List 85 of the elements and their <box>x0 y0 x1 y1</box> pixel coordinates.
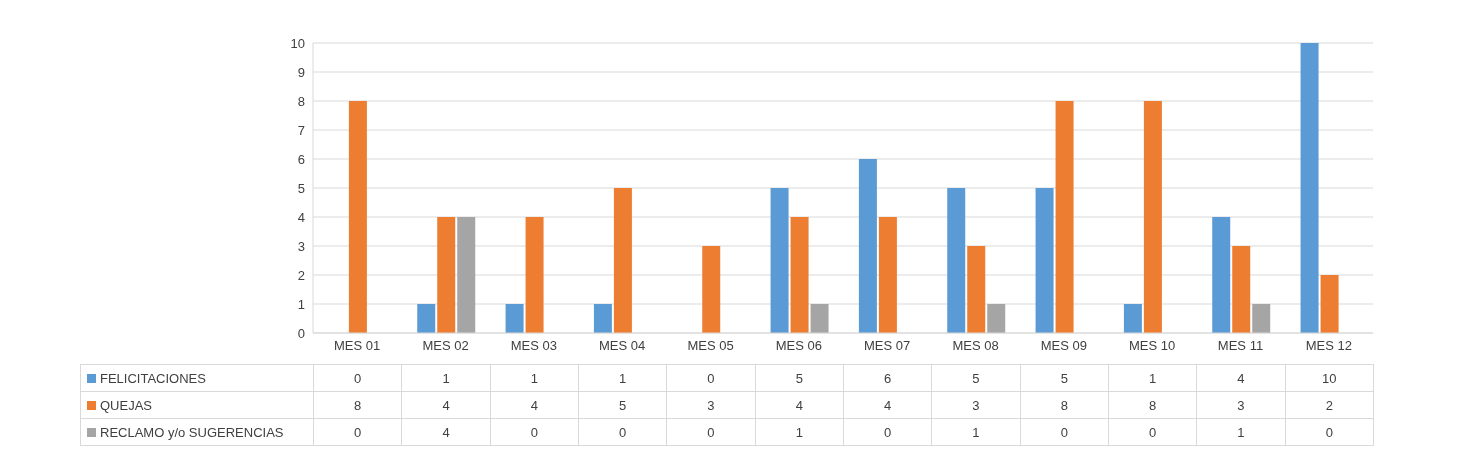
data-label: 1 <box>578 364 667 392</box>
y-tick-label: 2 <box>297 267 305 283</box>
bar <box>702 246 721 333</box>
y-tick-label: 9 <box>297 64 305 80</box>
bar <box>348 101 367 333</box>
data-label: 5 <box>1020 364 1109 392</box>
data-label: 1 <box>490 364 579 392</box>
bar <box>947 188 966 333</box>
data-label: 0 <box>1020 418 1109 446</box>
x-tick-label: MES 10 <box>1129 338 1176 354</box>
y-tick-label: 5 <box>297 180 305 196</box>
bar <box>525 217 544 333</box>
data-label: 0 <box>490 418 579 446</box>
data-label: 5 <box>755 364 844 392</box>
bar <box>1123 304 1142 333</box>
data-label: 8 <box>1108 391 1197 419</box>
y-tick-label: 0 <box>297 325 305 341</box>
data-label: 1 <box>931 418 1021 446</box>
bar <box>437 217 456 333</box>
y-tick-label: 7 <box>297 122 305 138</box>
data-label: 0 <box>666 418 756 446</box>
data-label: 3 <box>931 391 1021 419</box>
data-label: 4 <box>401 391 491 419</box>
y-tick-label: 6 <box>297 151 305 167</box>
y-tick-label: 3 <box>297 238 305 254</box>
x-tick-label: MES 01 <box>334 338 381 354</box>
data-label: 1 <box>1108 364 1197 392</box>
x-tick-label: MES 11 <box>1217 338 1264 354</box>
x-tick-label: MES 04 <box>599 338 646 354</box>
bar <box>790 217 809 333</box>
x-tick-label: MES 06 <box>775 338 822 354</box>
data-label: 4 <box>490 391 579 419</box>
legend-label: QUEJAS <box>80 391 314 419</box>
bar <box>1252 304 1271 333</box>
bar <box>505 304 524 333</box>
data-label: 5 <box>931 364 1021 392</box>
data-label: 6 <box>843 364 932 392</box>
data-label: 3 <box>1196 391 1286 419</box>
data-label: 4 <box>401 418 491 446</box>
data-label: 3 <box>666 391 756 419</box>
bar <box>770 188 789 333</box>
x-tick-label: MES 09 <box>1040 338 1087 354</box>
data-label: 0 <box>843 418 932 446</box>
data-label: 0 <box>666 364 756 392</box>
data-label: 4 <box>755 391 844 419</box>
bar <box>878 217 897 333</box>
x-tick-label: MES 12 <box>1305 338 1352 354</box>
bar <box>1212 217 1231 333</box>
data-label: 1 <box>1196 418 1286 446</box>
x-tick-label: MES 08 <box>952 338 999 354</box>
x-tick-label: MES 05 <box>687 338 734 354</box>
bar <box>1300 43 1319 333</box>
data-label: 4 <box>1196 364 1286 392</box>
data-label: 8 <box>1020 391 1109 419</box>
data-label: 1 <box>755 418 844 446</box>
data-label: 10 <box>1285 364 1374 392</box>
bar <box>457 217 476 333</box>
y-tick-label: 4 <box>297 209 305 225</box>
legend-label: FELICITACIONES <box>80 364 314 392</box>
x-tick-label: MES 07 <box>864 338 911 354</box>
bar <box>1232 246 1251 333</box>
legend-label: RECLAMO y/o SUGERENCIAS <box>80 418 314 446</box>
y-tick-label: 1 <box>297 296 305 312</box>
data-label: 1 <box>401 364 491 392</box>
y-tick-label: 10 <box>290 35 305 51</box>
bar <box>810 304 829 333</box>
bar <box>858 159 877 333</box>
bar <box>613 188 632 333</box>
data-label: 0 <box>1108 418 1197 446</box>
data-label: 2 <box>1285 391 1374 419</box>
data-label: 4 <box>843 391 932 419</box>
data-label: 0 <box>578 418 667 446</box>
bar <box>967 246 986 333</box>
bar <box>1320 275 1339 333</box>
data-label: 5 <box>578 391 667 419</box>
bar <box>1035 188 1054 333</box>
data-label: 0 <box>1285 418 1374 446</box>
x-tick-label: MES 02 <box>422 338 469 354</box>
bar <box>593 304 612 333</box>
y-tick-label: 8 <box>297 93 305 109</box>
bar <box>987 304 1006 333</box>
bar <box>417 304 436 333</box>
bar <box>1055 101 1074 333</box>
x-tick-label: MES 03 <box>510 338 557 354</box>
bar <box>1143 101 1162 333</box>
